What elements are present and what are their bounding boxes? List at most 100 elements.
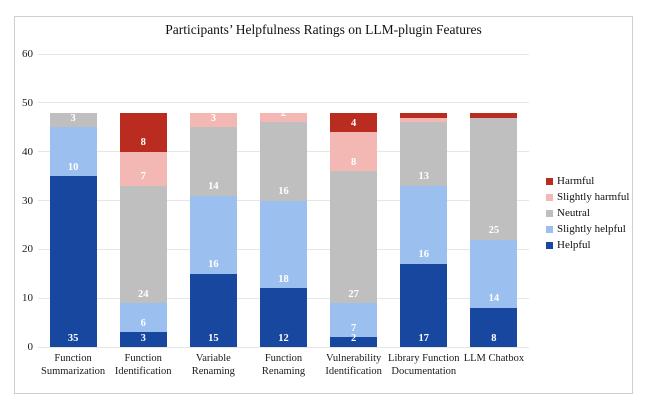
bar-segment: 13 <box>400 122 448 186</box>
bar-segment: 3 <box>119 332 167 347</box>
legend-swatch-icon <box>546 210 553 217</box>
segment-value-label: 8 <box>140 137 146 149</box>
x-category-label: Function Identification <box>114 353 172 377</box>
segment-value-label: 17 <box>418 332 430 344</box>
y-tick-label: 30 <box>22 194 33 207</box>
segment-value-label: 3 <box>70 112 76 124</box>
segment-value-label: 10 <box>67 161 79 173</box>
bar-segment: 2 <box>260 108 307 123</box>
segment-value-label: 7 <box>351 322 357 334</box>
bar-segment: 35 <box>49 176 97 347</box>
x-category-label: Function Renaming <box>261 353 306 377</box>
segment-value-label: 27 <box>348 288 359 300</box>
bar-1: 3 10 35 <box>49 112 97 347</box>
grid-line <box>38 53 529 55</box>
legend-label: Helpful <box>557 239 591 251</box>
bar-segment: 15 <box>189 273 237 347</box>
bar-6: 13 16 17 <box>400 112 448 347</box>
x-category-label: LLM Chatbox <box>463 353 525 364</box>
bar-segment: 10 <box>49 127 97 177</box>
legend: Harmful Slightly harmful Neutral Slightly h… <box>546 176 629 256</box>
y-tick-label: 40 <box>22 145 33 158</box>
legend-label: Slightly harmful <box>557 191 630 203</box>
x-category-label: Vulnerability Identification <box>325 353 382 377</box>
bar-segment: 14 <box>189 127 237 196</box>
segment-value-label: 3 <box>210 112 216 124</box>
legend-swatch-icon <box>546 242 553 249</box>
segment-value-label: 7 <box>140 171 146 183</box>
legend-item: Helpful <box>546 240 629 251</box>
x-category-label: Library Function Documentation <box>388 353 460 377</box>
legend-label: Harmful <box>557 175 595 187</box>
bar-segment: 8 <box>119 112 167 152</box>
bar-3: 3 14 16 15 <box>189 112 237 347</box>
chart-frame: Participants’ Helpfulness Ratings on LLM… <box>14 16 633 394</box>
segment-value-label: 24 <box>137 288 149 300</box>
bar-segment: 4 <box>330 112 378 133</box>
segment-value-label: 8 <box>351 156 357 168</box>
legend-label: Slightly helpful <box>557 223 626 235</box>
y-tick-label: 0 <box>27 341 34 353</box>
legend-item: Neutral <box>546 208 629 219</box>
segment-value-label: 2 <box>351 332 357 344</box>
bar-segment: 17 <box>400 263 448 347</box>
segment-value-label: 25 <box>488 225 500 237</box>
bar-segment: 8 <box>470 307 518 347</box>
bar-segment: 3 <box>49 112 97 128</box>
bar-segment: 24 <box>119 185 167 304</box>
legend-swatch-icon <box>546 178 553 185</box>
bar-5: 4 8 27 7 2 <box>330 112 378 347</box>
bar-segment: 25 <box>470 117 518 240</box>
bar-segment: 27 <box>330 171 378 304</box>
segment-value-label: 16 <box>208 259 219 271</box>
segment-value-label: 18 <box>278 273 289 285</box>
x-category-label: Function Summarization <box>40 353 106 377</box>
segment-value-label: 8 <box>491 332 497 344</box>
segment-value-label: 35 <box>67 332 79 344</box>
segment-value-label: 16 <box>418 249 430 261</box>
bar-4: 2 16 18 12 <box>260 108 307 347</box>
bar-segment: 18 <box>260 200 307 289</box>
legend-swatch-icon <box>546 226 553 233</box>
legend-item: Slightly harmful <box>546 192 629 203</box>
segment-value-label: 4 <box>351 117 357 129</box>
bar-segment: 8 <box>330 132 378 172</box>
bar-7: 25 14 8 <box>470 112 518 347</box>
chart-title: Participants’ Helpfulness Ratings on LLM… <box>165 22 482 37</box>
segment-value-label: 13 <box>418 171 430 183</box>
segment-value-label: 16 <box>278 186 289 198</box>
segment-value-label: 12 <box>278 332 289 344</box>
bar-segment: 7 <box>119 151 167 186</box>
legend-item: Harmful <box>546 176 629 187</box>
grid-line <box>38 102 529 104</box>
segment-value-label: 15 <box>208 332 219 344</box>
bar-segment <box>470 112 518 118</box>
bar-segment: 2 <box>330 332 378 347</box>
y-tick-label: 60 <box>22 48 33 60</box>
bar-segment: 7 <box>330 303 378 338</box>
y-tick-label: 20 <box>22 243 33 256</box>
legend-label: Neutral <box>557 207 590 219</box>
segment-value-label: 6 <box>140 317 146 329</box>
segment-value-label: 2 <box>280 107 287 119</box>
bar-segment: 16 <box>189 195 237 274</box>
bar-segment <box>400 112 448 118</box>
bar-segment: 16 <box>400 185 448 264</box>
bar-segment: 6 <box>119 303 167 333</box>
segment-value-label: 14 <box>208 181 219 193</box>
x-category-label: Variable Renaming <box>191 353 235 377</box>
bar-2: 8 7 24 6 3 <box>119 112 167 347</box>
y-tick-label: 50 <box>22 96 33 109</box>
plot-area: 3 10 35 8 7 24 6 3 3 14 16 15 2 16 18 12 4 8 27 7 2 13 16 17 25 1… <box>38 53 529 348</box>
bar-segment: 12 <box>260 288 307 347</box>
legend-swatch-icon <box>546 194 553 201</box>
segment-value-label: 14 <box>488 293 500 305</box>
bar-segment: 16 <box>260 122 307 201</box>
segment-value-label: 3 <box>140 332 146 344</box>
grid-line <box>38 346 529 348</box>
bar-segment: 3 <box>189 112 237 128</box>
legend-item: Slightly helpful <box>546 224 629 235</box>
y-tick-label: 10 <box>22 292 33 305</box>
bar-segment: 14 <box>470 239 518 308</box>
